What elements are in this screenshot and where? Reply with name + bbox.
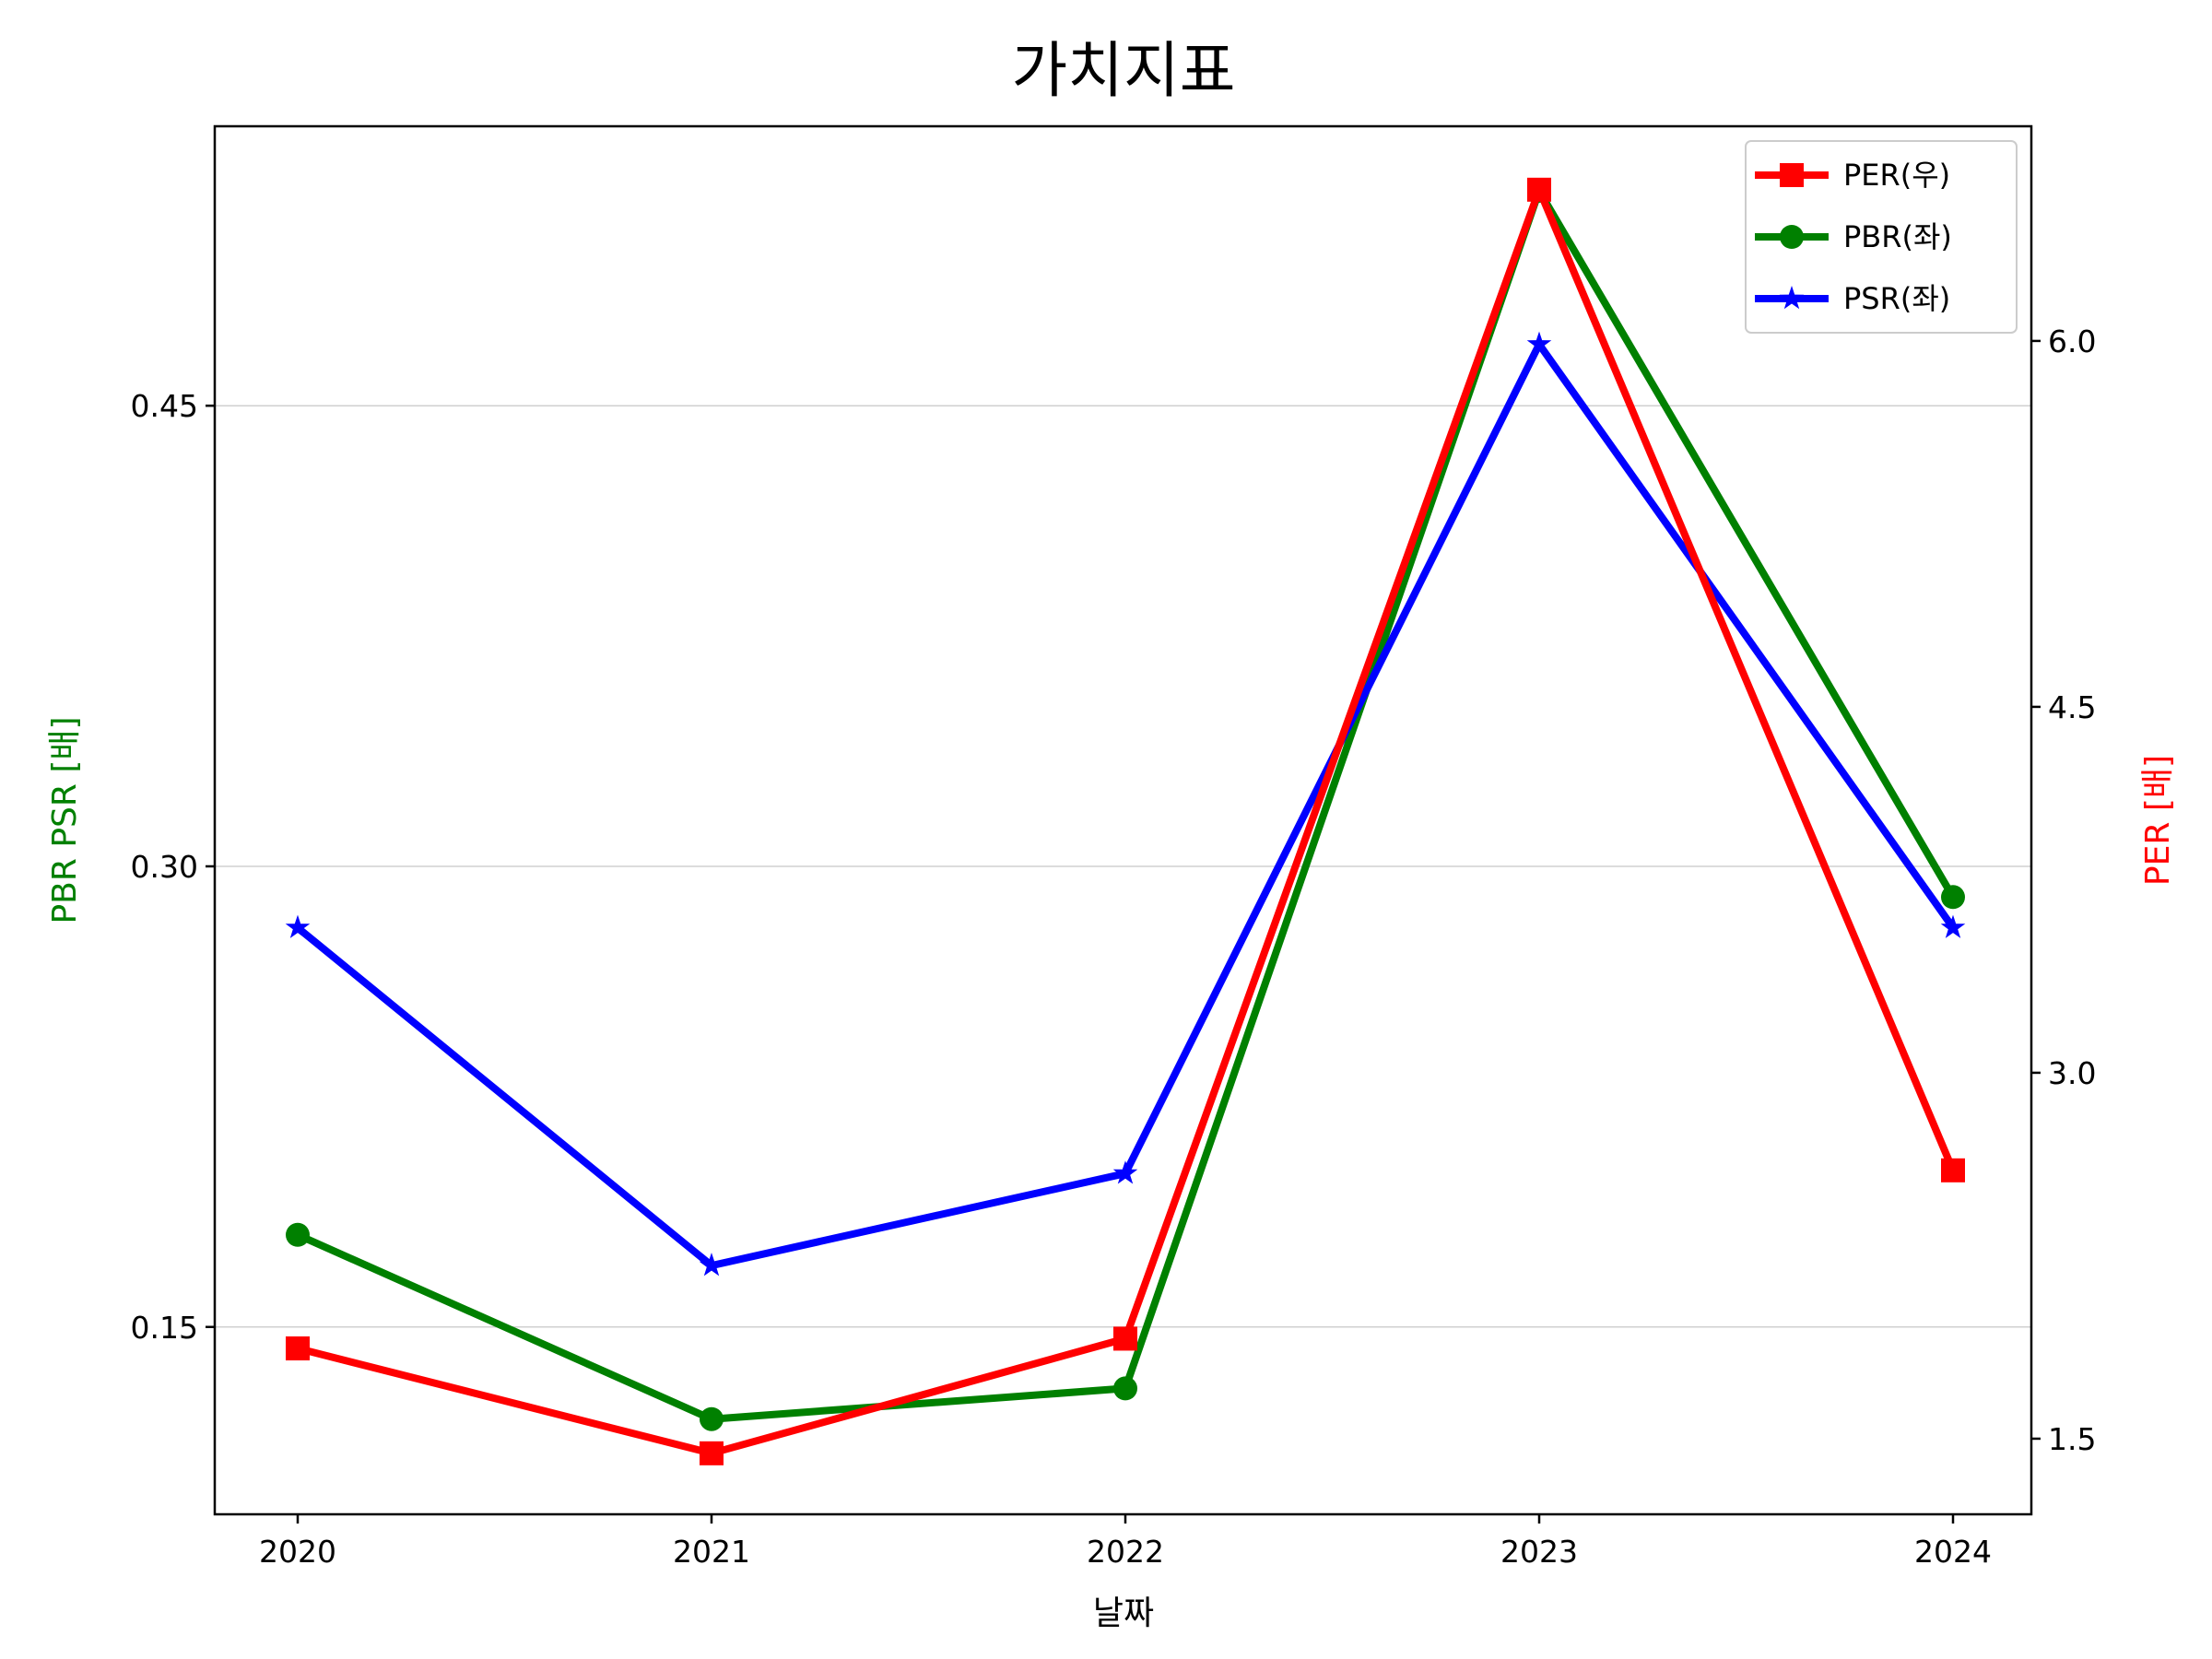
- right-y-axis-label: PER [배]: [2139, 755, 2177, 886]
- x-tick-label: 2021: [673, 1534, 750, 1570]
- data-point: [285, 914, 311, 938]
- data-point: [286, 1222, 310, 1247]
- left-y-axis: 0.15 0.30 0.45: [131, 388, 215, 1346]
- data-point: [1113, 1326, 1137, 1351]
- legend-item: PBR(좌): [1755, 219, 1952, 254]
- data-point: [1113, 1376, 1137, 1401]
- series-line: [294, 187, 1957, 1423]
- left-y-axis-label: PBR PSR [배]: [46, 716, 84, 924]
- legend-marker: [1780, 225, 1804, 249]
- right-y-tick-label: 4.5: [2048, 689, 2096, 725]
- x-axis: 2020 2021 2022 2023 2024: [259, 1514, 1992, 1570]
- legend-label: PBR(좌): [1843, 219, 1952, 254]
- right-y-tick-label: 3.0: [2048, 1055, 2096, 1091]
- legend-label: PER(우): [1843, 158, 1950, 193]
- series-PER(우): [286, 177, 1965, 1465]
- x-tick-label: 2022: [1087, 1534, 1164, 1570]
- data-point: [700, 1441, 724, 1465]
- legend-item: PSR(좌): [1755, 281, 1950, 316]
- data-point: [1940, 914, 1966, 938]
- legend-label: PSR(좌): [1843, 281, 1950, 316]
- series-line: [294, 340, 1957, 1270]
- x-tick-label: 2023: [1500, 1534, 1578, 1570]
- x-tick-label: 2024: [1914, 1534, 1992, 1570]
- right-y-axis: 1.5 3.0 4.5 6.0: [2031, 324, 2096, 1457]
- legend-marker: [1779, 286, 1805, 310]
- left-y-tick-label: 0.15: [131, 1310, 198, 1346]
- data-point: [1112, 1160, 1138, 1184]
- legend-item: PER(우): [1755, 158, 1950, 193]
- legend-box: [1745, 140, 2018, 334]
- series-layer: [285, 177, 1966, 1465]
- data-point: [1941, 885, 1965, 910]
- data-point: [1526, 331, 1552, 355]
- data-point: [1527, 177, 1551, 202]
- series-PBR(좌): [286, 178, 1965, 1431]
- x-axis-label: 날짜: [1093, 1594, 1154, 1632]
- legend-marker: [1780, 163, 1804, 187]
- grid-lines: [215, 405, 2031, 1328]
- data-point: [700, 1406, 724, 1431]
- x-tick-label: 2020: [259, 1534, 336, 1570]
- right-y-tick-label: 1.5: [2048, 1421, 2096, 1457]
- plot-area-frame: [213, 124, 2033, 1516]
- data-point: [699, 1253, 724, 1277]
- left-y-tick-label: 0.45: [131, 388, 198, 424]
- right-y-tick-label: 6.0: [2048, 324, 2096, 359]
- legend: PER(우) PBR(좌) PSR(좌): [1745, 140, 2018, 334]
- chart-title: 가치지표: [1012, 35, 1236, 106]
- series-line: [294, 185, 1957, 1457]
- data-point: [1941, 1158, 1965, 1182]
- series-PSR(좌): [285, 331, 1966, 1277]
- left-y-tick-label: 0.30: [131, 849, 198, 885]
- data-point: [286, 1336, 310, 1361]
